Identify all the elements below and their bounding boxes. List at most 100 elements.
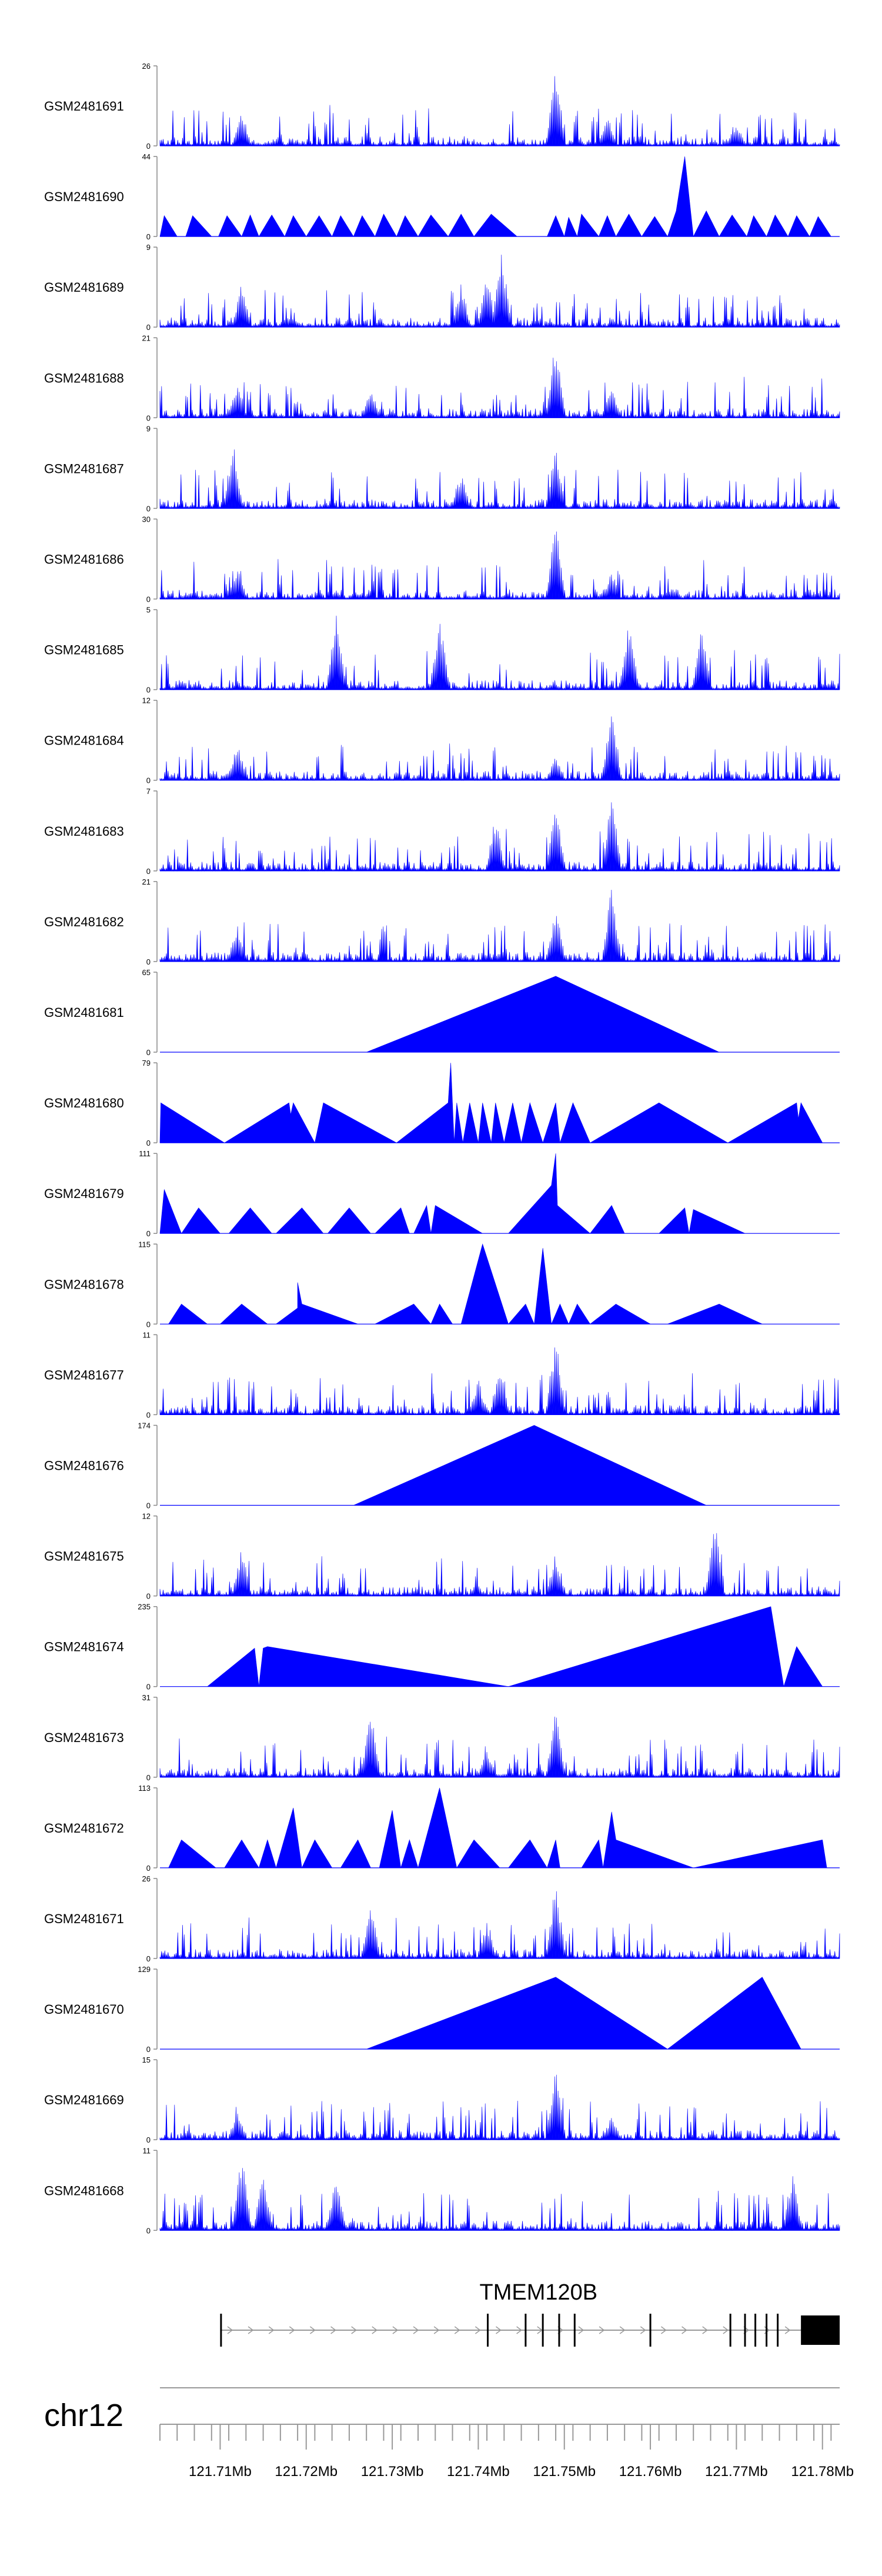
coverage-area	[366, 976, 720, 1053]
coverage-area	[159, 1533, 840, 1597]
coverage-area	[159, 615, 840, 690]
y-max-label: 12	[142, 1512, 151, 1521]
y-max-label: 31	[142, 1693, 151, 1702]
y-max-label: 11	[143, 2146, 151, 2155]
y-min-label: 0	[146, 413, 151, 422]
track-label: GSM2481671	[44, 1911, 124, 1926]
y-min-label: 0	[146, 232, 151, 241]
track-label: GSM2481691	[44, 99, 124, 114]
strand-arrow	[268, 2326, 275, 2334]
coverage-area	[159, 2168, 840, 2231]
coverage-area	[168, 1787, 827, 1868]
y-min-label: 0	[146, 1501, 151, 1510]
strand-arrow	[289, 2326, 295, 2334]
track-GSM2481680: GSM2481680 79 0	[44, 1059, 840, 1147]
y-max-label: 26	[142, 1874, 151, 1883]
y-max-label: 111	[139, 1149, 151, 1158]
strand-arrow	[248, 2326, 254, 2334]
y-min-label: 0	[146, 1410, 151, 1419]
y-min-label: 0	[146, 2226, 151, 2235]
strand-arrow	[723, 2326, 729, 2334]
y-max-label: 174	[138, 1422, 151, 1430]
axis-tick-label: 121.77Mb	[705, 2464, 768, 2480]
track-GSM2481679: GSM2481679 111 0	[44, 1149, 840, 1238]
y-min-label: 0	[146, 1139, 151, 1147]
coverage-area	[206, 1606, 823, 1687]
strand-arrow	[640, 2326, 646, 2334]
strand-arrow	[413, 2326, 419, 2334]
track-label: GSM2481682	[44, 915, 124, 929]
track-label: GSM2481669	[44, 2093, 124, 2107]
y-min-label: 0	[146, 1683, 151, 1691]
track-label: GSM2481670	[44, 2002, 124, 2017]
y-min-label: 0	[146, 2135, 151, 2144]
track-GSM2481669: GSM2481669 15 0	[44, 2056, 840, 2144]
track-GSM2481673: GSM2481673 31 0	[44, 1693, 840, 1782]
coverage-area	[159, 531, 840, 600]
coverage-area	[159, 1063, 823, 1144]
axis-tick-label: 121.73Mb	[361, 2464, 424, 2480]
track-label: GSM2481686	[44, 552, 124, 567]
coverage-area	[159, 1891, 840, 1960]
chromosome-label: chr12	[44, 2398, 123, 2433]
y-max-label: 11	[143, 1330, 151, 1339]
track-label: GSM2481674	[44, 1640, 124, 1654]
strand-arrow	[578, 2326, 584, 2334]
coverage-area	[159, 156, 831, 238]
track-GSM2481687: GSM2481687 9 0	[44, 424, 840, 513]
track-GSM2481676: GSM2481676 174 0	[44, 1422, 840, 1510]
coverage-area	[159, 802, 840, 872]
y-max-label: 129	[138, 1965, 151, 1974]
track-label: GSM2481690	[44, 189, 124, 204]
strand-arrow	[516, 2326, 522, 2334]
track-label: GSM2481684	[44, 733, 124, 748]
y-max-label: 235	[138, 1603, 151, 1611]
coverage-area	[159, 1153, 746, 1234]
y-max-label: 44	[142, 152, 151, 161]
track-GSM2481685: GSM2481685 5 0	[44, 606, 840, 695]
y-min-label: 0	[146, 686, 151, 695]
axis-tick-label: 121.74Mb	[447, 2464, 510, 2480]
strand-arrow	[454, 2326, 460, 2334]
track-GSM2481684: GSM2481684 12 0	[44, 696, 840, 785]
y-min-label: 0	[146, 1320, 151, 1329]
y-max-label: 21	[142, 333, 151, 342]
track-GSM2481688: GSM2481688 21 0	[44, 333, 840, 422]
y-max-label: 65	[142, 968, 151, 977]
track-GSM2481671: GSM2481671 26 0	[44, 1874, 840, 1963]
y-max-label: 79	[142, 1059, 151, 1067]
strand-arrow	[702, 2326, 708, 2334]
track-label: GSM2481689	[44, 280, 124, 295]
coverage-area	[159, 358, 840, 419]
strand-arrow	[661, 2326, 667, 2334]
axis-tick-label: 121.72Mb	[275, 2464, 338, 2480]
gene-model-track: TMEM120B	[220, 2280, 840, 2347]
strand-arrow	[392, 2326, 399, 2334]
axis-tick-label: 121.71Mb	[189, 2464, 252, 2480]
y-max-label: 9	[146, 243, 151, 252]
genome-axis: chr12 121.71Mb 121.72Mb 121.73Mb 121.74Mb 12…	[44, 2387, 854, 2480]
y-min-label: 0	[146, 2045, 151, 2054]
axis-tick-label: 121.78Mb	[791, 2464, 854, 2480]
axis-tick-label: 121.76Mb	[619, 2464, 682, 2480]
track-label: GSM2481679	[44, 1186, 124, 1201]
y-max-label: 26	[142, 62, 151, 71]
y-max-label: 7	[146, 787, 151, 796]
track-GSM2481678: GSM2481678 115 0	[44, 1240, 840, 1329]
axis-tick-label: 121.75Mb	[533, 2464, 596, 2480]
coverage-area	[159, 1347, 840, 1416]
y-min-label: 0	[146, 867, 151, 876]
strand-arrow	[310, 2326, 316, 2334]
strand-arrow	[496, 2326, 502, 2334]
track-label: GSM2481680	[44, 1096, 124, 1110]
track-label: GSM2481672	[44, 1821, 124, 1836]
coverage-area	[159, 449, 840, 509]
track-GSM2481691: GSM2481691 26 0	[44, 62, 840, 151]
y-max-label: 9	[146, 424, 151, 433]
coverage-area	[159, 255, 840, 328]
track-GSM2481682: GSM2481682 21 0	[44, 877, 840, 966]
y-min-label: 0	[146, 142, 151, 151]
y-min-label: 0	[146, 323, 151, 332]
track-label: GSM2481673	[44, 1730, 124, 1745]
y-min-label: 0	[146, 1229, 151, 1238]
